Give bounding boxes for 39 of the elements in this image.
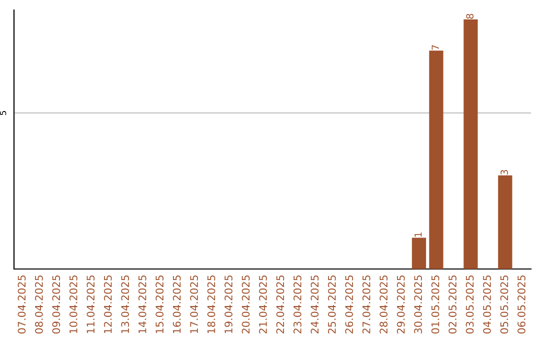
x-tick-label: 09.04.2025: [52, 275, 60, 334]
data-label: 1: [414, 232, 422, 237]
x-tick-label: 15.04.2025: [156, 275, 164, 334]
x-tick-label: 30.04.2025: [414, 275, 422, 334]
x-tick-label: 26.04.2025: [345, 275, 354, 334]
x-tick-label: 11.04.2025: [86, 275, 95, 334]
x-tick-label: 22.04.2025: [276, 275, 284, 334]
x-tick-label: 07.04.2025: [18, 275, 26, 334]
ref-line-label: 5: [0, 111, 6, 115]
x-tick-label: 20.04.2025: [242, 275, 250, 334]
data-label: 3: [500, 170, 508, 175]
x-tick-label: 27.04.2025: [362, 275, 370, 334]
x-tick-label: 05.05.2025: [500, 275, 508, 334]
data-label: 8: [466, 14, 474, 19]
x-tick-label: 19.04.2025: [224, 275, 232, 334]
x-tick-label: 03.05.2025: [466, 275, 474, 334]
x-tick-label: 14.04.2025: [138, 275, 146, 334]
bar: [412, 238, 426, 269]
x-tick-label: 08.04.2025: [34, 275, 43, 334]
x-tick-label: 04.05.2025: [483, 275, 491, 334]
x-tick-label: 12.04.2025: [104, 275, 112, 334]
x-tick-label: 28.04.2025: [380, 275, 388, 334]
x-tick-label: 25.04.2025: [328, 275, 336, 334]
bar: [429, 50, 444, 269]
x-tick-label: 16.04.2025: [172, 275, 181, 334]
x-tick-label: 06.05.2025: [518, 275, 526, 334]
bar: [464, 19, 478, 269]
x-tick-label: 21.04.2025: [259, 275, 267, 334]
x-tick-label: 17.04.2025: [190, 275, 198, 334]
x-tick-label: 10.04.2025: [69, 275, 78, 334]
x-tick-label: 01.05.2025: [431, 275, 440, 334]
x-tick-label: 18.04.2025: [207, 275, 216, 334]
x-tick-label: 02.05.2025: [448, 275, 456, 334]
bar: [498, 175, 512, 269]
x-tick-label: 29.04.2025: [396, 275, 405, 334]
data-label: 7: [432, 45, 439, 50]
x-tick-label: 13.04.2025: [121, 275, 130, 334]
x-tick-label: 24.04.2025: [310, 275, 319, 334]
x-tick-label: 23.04.2025: [293, 275, 302, 334]
